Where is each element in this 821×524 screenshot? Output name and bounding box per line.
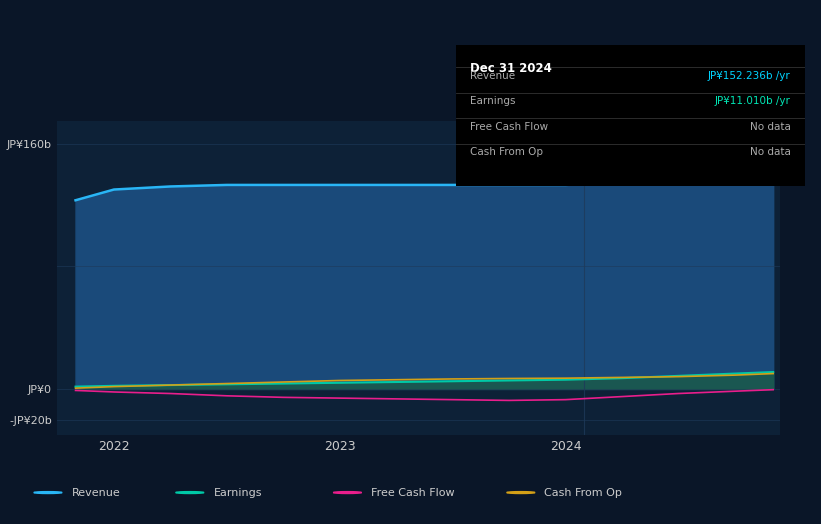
Text: No data: No data [750,122,791,132]
Text: Past C: Past C [745,139,777,149]
Text: Revenue: Revenue [71,487,121,498]
Text: JP¥152.236b /yr: JP¥152.236b /yr [708,71,791,81]
Text: Revenue: Revenue [470,71,515,81]
Text: Dec 31 2024: Dec 31 2024 [470,61,552,74]
Text: Cash From Op: Cash From Op [544,487,622,498]
Text: No data: No data [750,147,791,157]
Text: JP¥11.010b /yr: JP¥11.010b /yr [715,96,791,106]
Circle shape [333,492,361,494]
Text: Earnings: Earnings [213,487,262,498]
Circle shape [34,492,62,494]
Text: Earnings: Earnings [470,96,515,106]
Circle shape [176,492,204,494]
Text: Free Cash Flow: Free Cash Flow [470,122,548,132]
Text: Free Cash Flow: Free Cash Flow [371,487,455,498]
Circle shape [507,492,535,494]
Text: Cash From Op: Cash From Op [470,147,543,157]
